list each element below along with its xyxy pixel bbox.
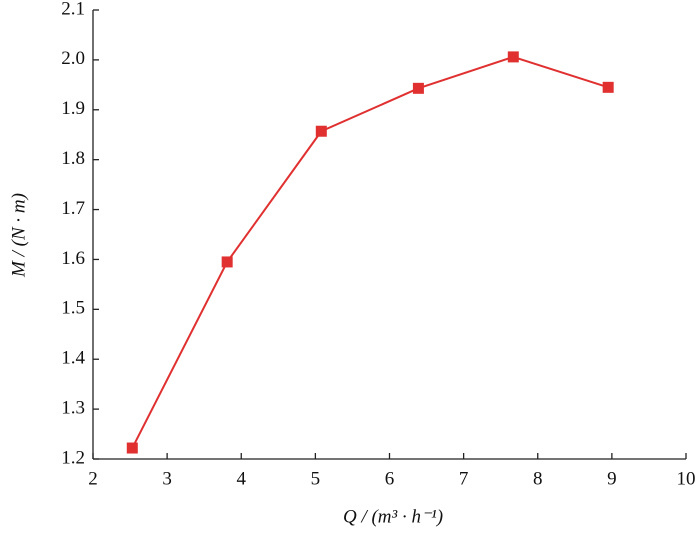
y-tick-label: 1.6: [61, 248, 85, 269]
point: [507, 51, 519, 63]
x-tick-label: 3: [162, 468, 172, 489]
x-tick-label: 8: [533, 468, 543, 489]
x-tick-label: 7: [459, 468, 469, 489]
x-tick-label: 5: [311, 468, 321, 489]
y-tick-label: 1.2: [61, 447, 85, 468]
point: [126, 442, 138, 454]
y-tick-label: 1.5: [61, 298, 85, 319]
y-tick-label: 1.7: [61, 198, 85, 219]
x-tick-label: 10: [677, 468, 696, 489]
point: [315, 125, 327, 137]
point: [221, 256, 233, 268]
point: [602, 81, 614, 93]
x-axis-label: Q / (m³ · h⁻¹): [343, 506, 443, 527]
y-tick-label: 1.9: [61, 98, 85, 119]
x-tick-label: 2: [88, 468, 98, 489]
x-tick-label: 6: [385, 468, 395, 489]
series-line: [131, 55, 609, 449]
x-tick-label: 4: [237, 468, 247, 489]
point: [412, 82, 424, 94]
y-axis-label: M / (N · m): [8, 193, 29, 278]
y-tick-label: 2.1: [61, 0, 85, 19]
x-tick-label: 9: [607, 468, 617, 489]
y-tick-label: 1.8: [61, 148, 85, 169]
y-tick-label: 1.4: [61, 348, 85, 369]
y-tick-label: 1.3: [61, 397, 85, 418]
y-tick-label: 2.0: [61, 48, 85, 69]
